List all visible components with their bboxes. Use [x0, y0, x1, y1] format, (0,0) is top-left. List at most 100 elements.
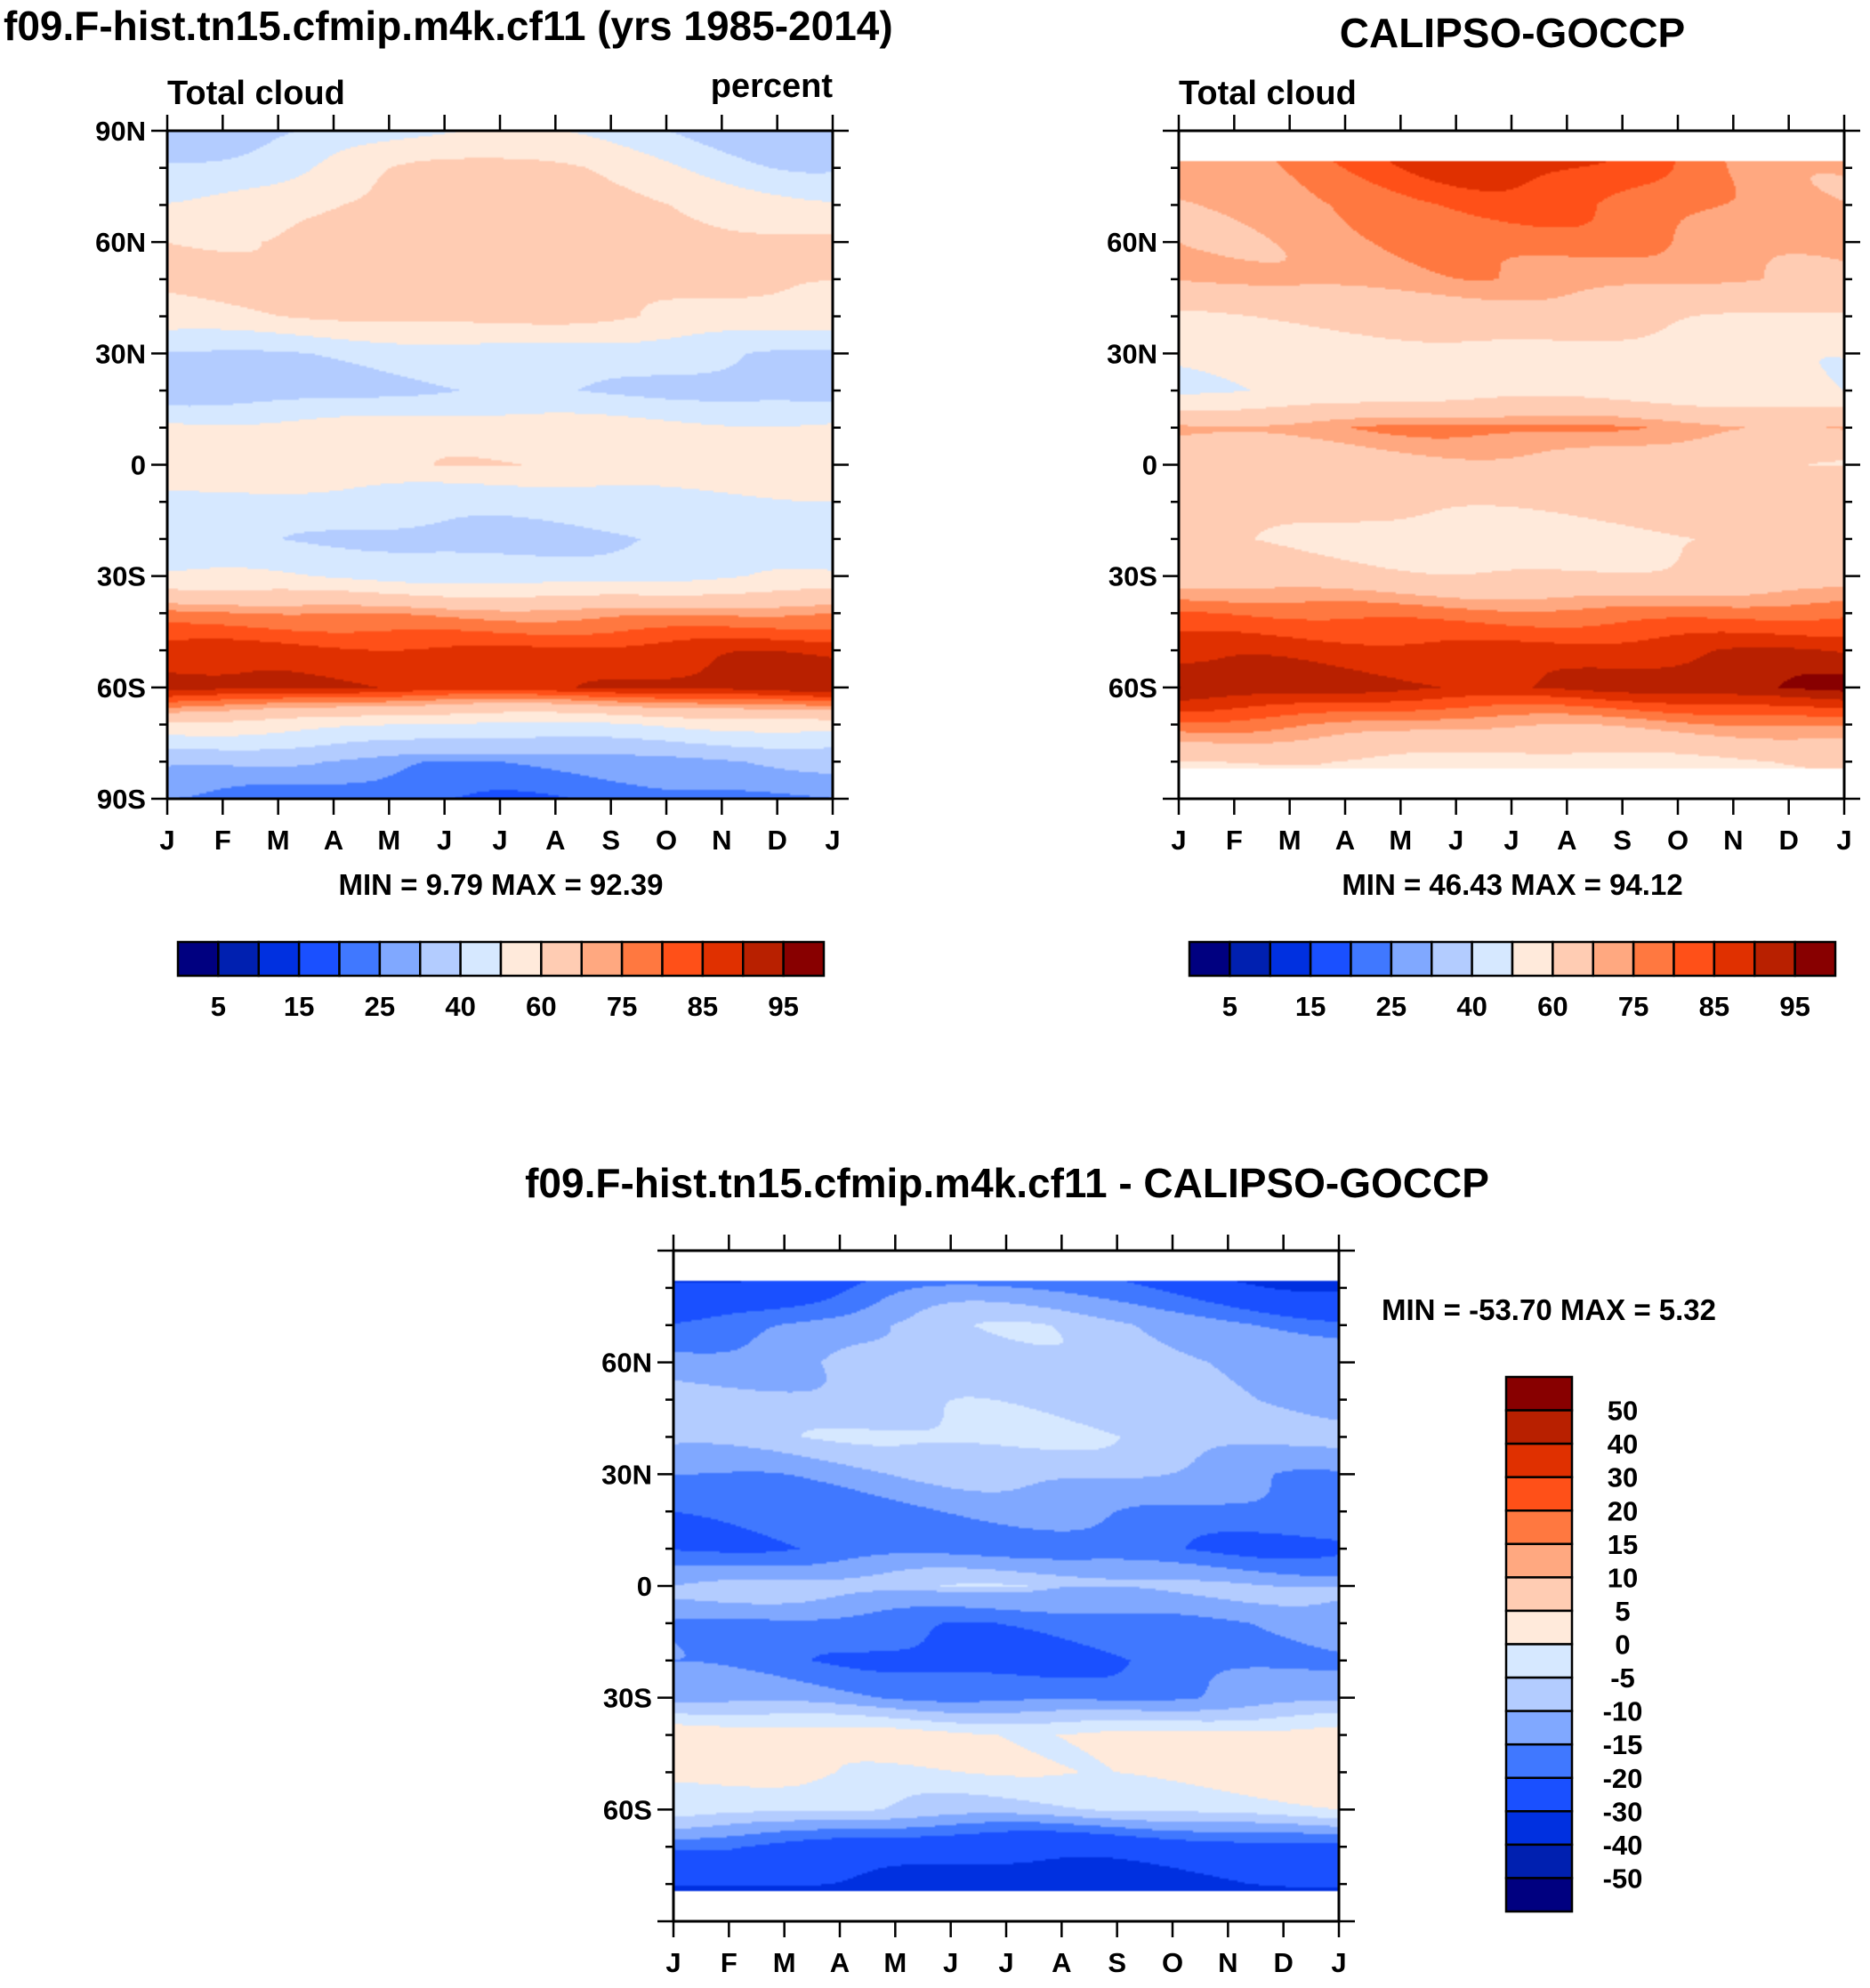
model-colorbar-box	[257, 940, 301, 978]
diff-colorbar-box	[1504, 1576, 1574, 1613]
model-colorbar-box	[297, 940, 341, 978]
diff-plot-frame	[672, 1249, 1341, 1923]
diff-x-ticklabel: M	[883, 1947, 907, 1978]
obs-x-ticklabel: D	[1778, 825, 1798, 856]
diff-x-ticklabel: M	[773, 1947, 796, 1978]
obs-colorbar-label: 5	[1222, 991, 1237, 1022]
obs-y-ticklabel: 30N	[1107, 338, 1157, 369]
model-y-ticklabel: 90N	[95, 116, 146, 147]
diff-colorbar-box	[1504, 1542, 1574, 1579]
obs-colorbar-box	[1350, 940, 1393, 978]
obs-colorbar-box	[1511, 940, 1554, 978]
model-x-ticklabel: N	[712, 825, 731, 856]
model-x-ticklabel: J	[825, 825, 840, 856]
model-y-ticklabel: 60S	[97, 672, 146, 704]
obs-colorbar-box	[1793, 940, 1837, 978]
model-colorbar-label: 95	[768, 991, 798, 1022]
model-colorbar-box	[378, 940, 422, 978]
diff-colorbar-label: 5	[1615, 1596, 1630, 1627]
obs-x-ticklabel: A	[1335, 825, 1355, 856]
model-x-ticklabel: M	[377, 825, 400, 856]
obs-y-ticklabel: 30S	[1108, 561, 1157, 592]
model-colorbar-label: 60	[526, 991, 556, 1022]
model-y-ticklabel: 30N	[95, 338, 146, 369]
diff-colorbar-label: -10	[1603, 1696, 1643, 1727]
model-contour-field	[167, 131, 833, 799]
model-x-ticklabel: J	[159, 825, 174, 856]
diff-y-ticklabel: 0	[637, 1571, 652, 1602]
diff-colorbar-box	[1504, 1843, 1574, 1879]
obs-colorbar-box	[1552, 940, 1594, 978]
obs-x-ticklabel: J	[1836, 825, 1851, 856]
model-colorbar-label: 75	[607, 991, 637, 1022]
model-y-ticklabel: 90S	[97, 784, 146, 815]
obs-x-ticklabel: J	[1448, 825, 1463, 856]
model-colorbar-box	[580, 940, 624, 978]
model-y-ticklabel: 0	[131, 450, 146, 481]
obs-x-ticklabel: J	[1171, 825, 1186, 856]
model-colorbar-box	[701, 940, 745, 978]
obs-colorbar-label: 85	[1699, 991, 1729, 1022]
obs-contour-field	[1179, 131, 1844, 799]
model-x-ticklabel: S	[601, 825, 620, 856]
diff-colorbar-box	[1504, 1743, 1574, 1779]
obs-colorbar-label: 75	[1618, 991, 1648, 1022]
diff-x-ticklabel: J	[665, 1947, 681, 1978]
model-x-ticklabel: O	[656, 825, 677, 856]
model-colorbar-box	[540, 940, 583, 978]
diff-contour-field	[673, 1251, 1339, 1921]
diff-colorbar-box	[1504, 1810, 1574, 1847]
diff-x-ticklabel: J	[943, 1947, 958, 1978]
diff-colorbar-label: -20	[1603, 1763, 1643, 1794]
diff-colorbar-label: 20	[1608, 1495, 1638, 1526]
obs-colorbar-label: 95	[1779, 991, 1810, 1022]
model-y-ticklabel: 30S	[97, 561, 146, 592]
diff-x-ticklabel: A	[1052, 1947, 1071, 1978]
diff-colorbar-label: 50	[1608, 1396, 1638, 1427]
diff-x-ticklabel: A	[830, 1947, 850, 1978]
diff-colorbar-box	[1504, 1509, 1574, 1546]
diff-colorbar-label: -40	[1603, 1830, 1643, 1861]
obs-x-ticklabel: J	[1503, 825, 1519, 856]
diff-colorbar-label: -15	[1603, 1729, 1643, 1760]
obs-y-ticklabel: 60S	[1108, 672, 1157, 704]
obs-min-max: MIN = 46.43 MAX = 94.12	[1342, 868, 1683, 901]
obs-x-ticklabel: M	[1389, 825, 1412, 856]
model-x-ticklabel: M	[267, 825, 290, 856]
model-y-ticklabel: 60N	[95, 227, 146, 258]
obs-colorbar-box	[1713, 940, 1756, 978]
diff-colorbar-box	[1504, 1710, 1574, 1746]
diff-y-ticklabel: 60N	[601, 1348, 652, 1379]
diff-y-ticklabel: 30S	[603, 1683, 652, 1714]
model-colorbar-box	[176, 940, 220, 978]
diff-y-ticklabel: 30N	[601, 1459, 652, 1490]
diff-colorbar-label: 15	[1608, 1529, 1638, 1560]
model-colorbar-label: 40	[445, 991, 475, 1022]
diff-x-ticklabel: F	[721, 1947, 738, 1978]
obs-colorbar-box	[1471, 940, 1514, 978]
model-colorbar-label: 5	[211, 991, 226, 1022]
diff-colorbar-label: -50	[1603, 1863, 1643, 1894]
model-x-ticklabel: A	[324, 825, 343, 856]
obs-variable-label: Total cloud	[1179, 75, 1357, 112]
model-colorbar-label: 25	[365, 991, 395, 1022]
model-x-ticklabel: F	[214, 825, 231, 856]
diff-x-ticklabel: J	[1331, 1947, 1346, 1978]
obs-colorbar-box	[1431, 940, 1473, 978]
obs-x-ticklabel: F	[1226, 825, 1243, 856]
diff-x-ticklabel: D	[1273, 1947, 1293, 1978]
model-colorbar-box	[620, 940, 664, 978]
obs-x-ticklabel: S	[1613, 825, 1632, 856]
obs-colorbar-box	[1269, 940, 1312, 978]
diff-colorbar-box	[1504, 1877, 1574, 1913]
diff-colorbar-label: 0	[1615, 1630, 1630, 1661]
model-plot-frame	[165, 129, 834, 801]
model-colorbar-box	[661, 940, 705, 978]
model-colorbar-box	[459, 940, 503, 978]
model-colorbar-box	[338, 940, 382, 978]
model-colorbar-box	[742, 940, 785, 978]
diff-x-ticklabel: O	[1162, 1947, 1183, 1978]
model-colorbar-box	[419, 940, 462, 978]
obs-colorbar-label: 40	[1456, 991, 1487, 1022]
diff-colorbar-box	[1504, 1643, 1574, 1679]
